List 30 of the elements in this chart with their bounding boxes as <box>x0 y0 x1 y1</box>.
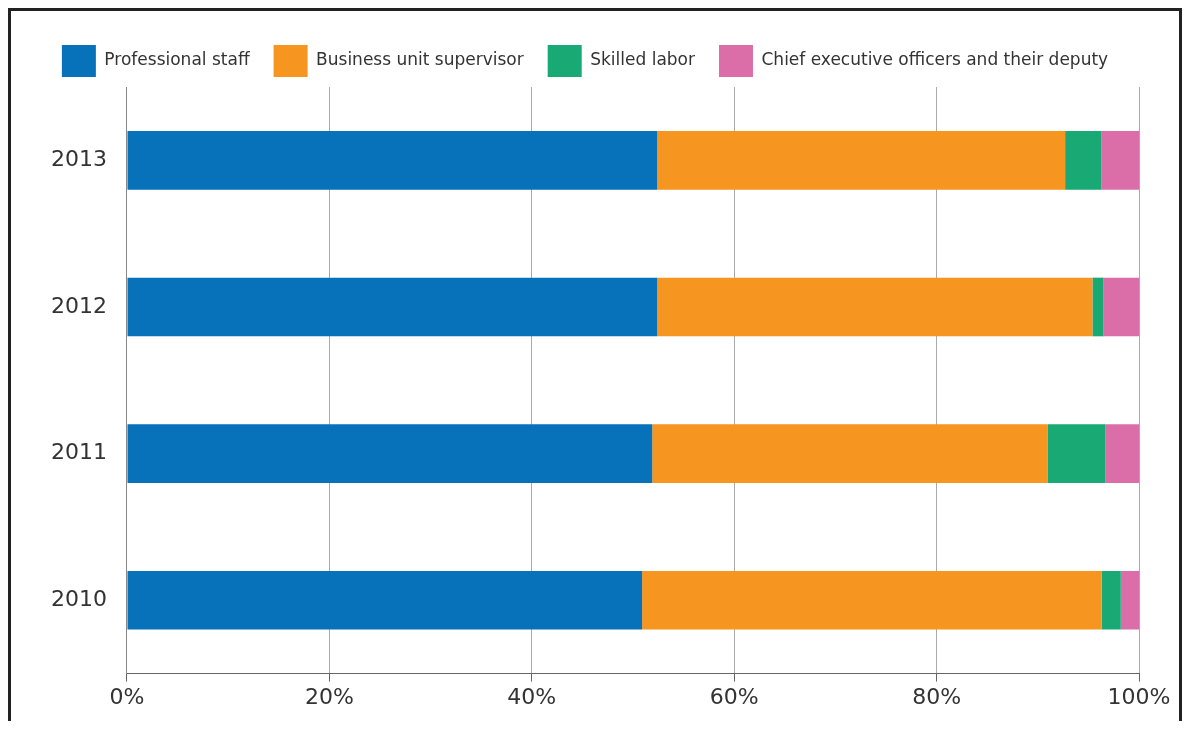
bar <box>1047 424 1106 483</box>
legend-label: Professional staff <box>104 49 251 70</box>
x-tick-label: 80% <box>912 683 962 709</box>
bar <box>1065 131 1102 190</box>
bar <box>127 570 643 630</box>
y-tick-label: 2012 <box>50 292 107 318</box>
bar <box>642 570 1102 630</box>
bar <box>127 277 658 337</box>
legend-label: Chief executive officers and their deputy <box>761 49 1109 70</box>
x-tick-label: 20% <box>304 683 354 709</box>
bar <box>127 131 658 190</box>
bar <box>657 277 1093 337</box>
x-tick-label: 100% <box>1107 683 1171 709</box>
bar <box>1101 131 1139 190</box>
bar <box>1105 424 1139 483</box>
bar <box>1101 570 1121 630</box>
legend-label: Business unit supervisor <box>316 49 524 70</box>
bar <box>1103 277 1139 337</box>
bar <box>657 131 1066 190</box>
x-tick-label: 40% <box>507 683 557 709</box>
bar <box>652 424 1048 483</box>
legend-label: Skilled labor <box>590 49 695 70</box>
y-tick-label: 2011 <box>50 439 107 465</box>
x-tick-label: 0% <box>109 683 145 709</box>
x-tick-label: 60% <box>709 683 759 709</box>
bar <box>127 424 653 483</box>
bar <box>1092 277 1104 337</box>
y-tick-label: 2013 <box>50 146 107 172</box>
bar <box>1120 570 1139 630</box>
y-tick-label: 2010 <box>50 585 107 611</box>
